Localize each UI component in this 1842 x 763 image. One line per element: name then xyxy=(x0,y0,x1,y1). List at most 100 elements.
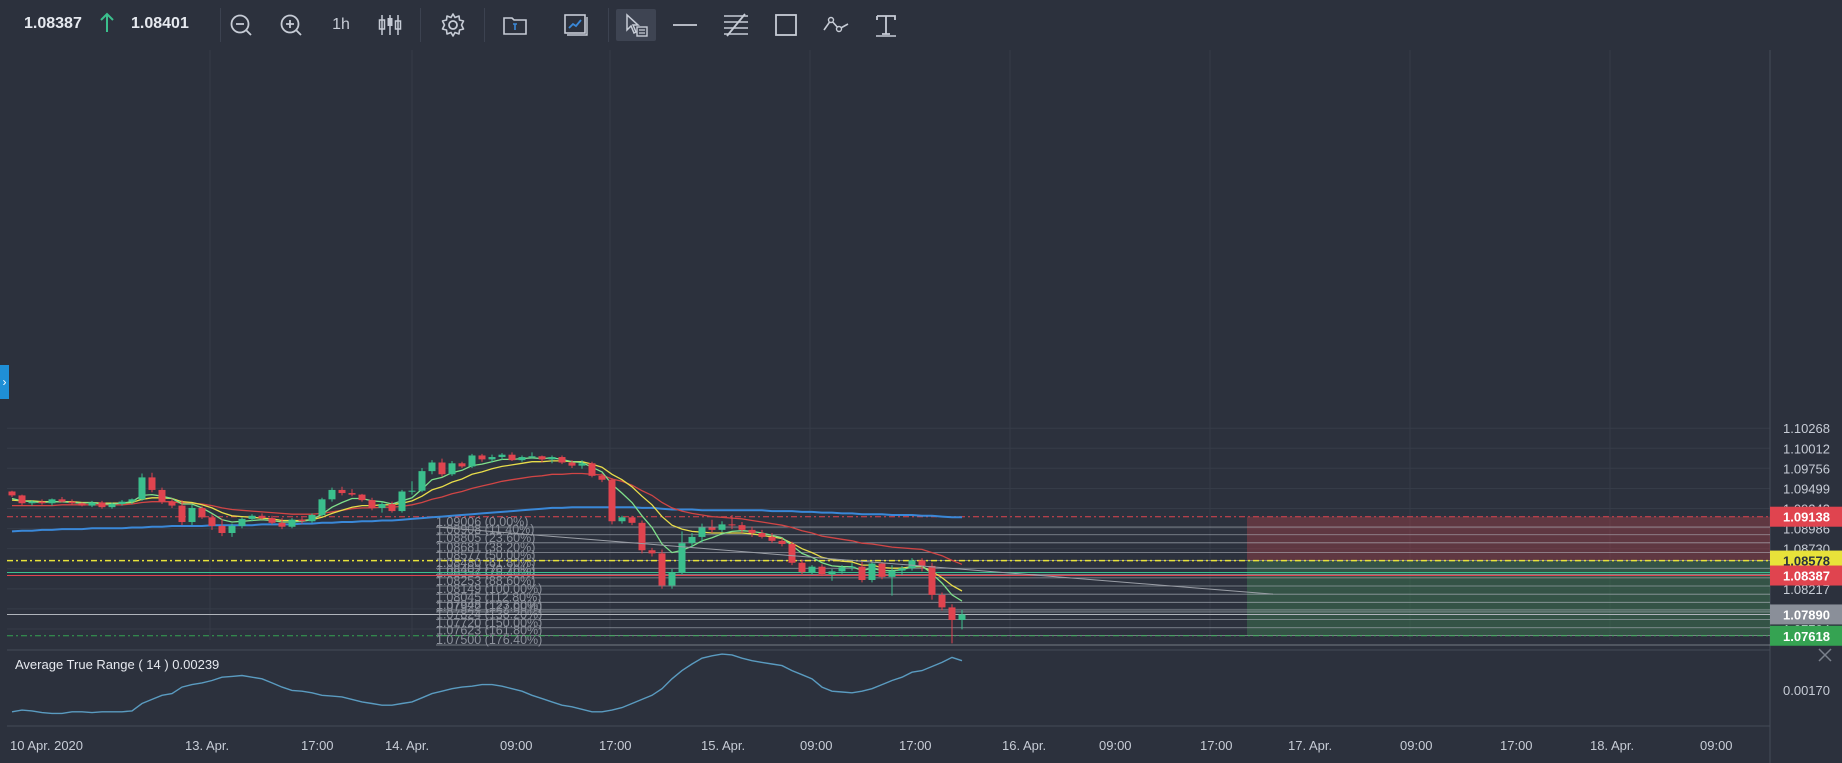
candle-body xyxy=(858,566,866,580)
candle-body xyxy=(628,517,636,523)
candle-body xyxy=(288,519,296,527)
price-badge xyxy=(1770,506,1842,527)
time-axis-label: 09:00 xyxy=(1400,738,1433,753)
position-zones xyxy=(1247,516,1770,636)
candle-body xyxy=(578,463,586,466)
text-tool-button[interactable] xyxy=(870,9,902,41)
time-axis-label: 09:00 xyxy=(800,738,833,753)
candle-body xyxy=(728,524,736,526)
candle-body xyxy=(928,565,936,595)
candle-body xyxy=(88,502,96,506)
price-axis-label: 1.10268 xyxy=(1783,421,1830,436)
price-badge-label: 1.08387 xyxy=(1783,569,1830,584)
settings-button[interactable] xyxy=(437,9,469,41)
candle-body xyxy=(418,471,426,491)
rectangle-tool-button[interactable] xyxy=(770,9,802,41)
toolbar-separator xyxy=(484,8,485,42)
candle-body xyxy=(618,517,626,522)
candle-body xyxy=(738,525,746,530)
candle-body xyxy=(528,456,536,458)
templates-button[interactable] xyxy=(499,9,531,41)
candles xyxy=(8,452,966,644)
time-axis-label: 17:00 xyxy=(899,738,932,753)
candle-body xyxy=(108,504,116,508)
candle-body xyxy=(488,457,496,460)
candle-body xyxy=(28,501,36,504)
candle-body xyxy=(498,454,506,458)
price-chart[interactable]: 1.09006 (0.00%)1.08908 (11.40%)1.08805 (… xyxy=(0,50,1842,763)
candle-body xyxy=(778,540,786,544)
candle-body xyxy=(398,491,406,512)
price-badge xyxy=(1770,565,1842,586)
candle-body xyxy=(668,572,676,586)
chart-type-button[interactable] xyxy=(374,9,406,41)
fib-level-label: 1.08045 (112.80%) xyxy=(436,590,541,604)
candle-body xyxy=(568,462,576,466)
candle-body xyxy=(358,494,366,501)
candle-body xyxy=(238,518,246,526)
zoom-out-button[interactable] xyxy=(225,9,257,41)
candle-body xyxy=(208,517,216,526)
candle-body xyxy=(648,550,656,554)
time-axis-label: 10 Apr. 2020 xyxy=(10,738,83,753)
time-axis-label: 17:00 xyxy=(301,738,334,753)
horizontal-line-tool-button[interactable] xyxy=(669,9,701,41)
zoom-in-button[interactable] xyxy=(275,9,307,41)
fibonacci-tool-button[interactable] xyxy=(720,9,752,41)
candle-body xyxy=(698,527,706,537)
price-axis-label: 1.09499 xyxy=(1783,481,1830,496)
candle-body xyxy=(458,463,466,467)
rectangle-icon xyxy=(775,14,797,36)
candle-body xyxy=(868,563,876,580)
cursor-tool-button[interactable] xyxy=(616,9,656,41)
fib-level-label: 1.07922 (127.00%) xyxy=(436,600,542,614)
candle-body xyxy=(68,501,76,504)
price-badge xyxy=(1770,604,1842,625)
folder-icon xyxy=(503,17,527,35)
price-badge xyxy=(1770,625,1842,646)
candle-body xyxy=(638,522,646,551)
time-axis-label: 17:00 xyxy=(1500,738,1533,753)
candle-body xyxy=(18,495,26,504)
time-axis-label: 17:00 xyxy=(1200,738,1233,753)
time-axis-label: 16. Apr. xyxy=(1002,738,1046,753)
price-badge-label: 1.08578 xyxy=(1783,554,1830,569)
text-icon xyxy=(876,15,896,37)
stop-loss-zone xyxy=(1247,516,1770,561)
candle-body xyxy=(408,490,416,492)
candle-body xyxy=(318,499,326,515)
candle-body xyxy=(958,614,966,620)
candle-body xyxy=(748,529,756,534)
gear-icon xyxy=(441,13,465,37)
ma-green-line xyxy=(11,457,963,602)
snapshot-button[interactable] xyxy=(559,9,591,41)
time-axis-label: 15. Apr. xyxy=(701,738,745,753)
fib-level-label: 1.07623 (161.80%) xyxy=(436,623,542,637)
candle-body xyxy=(348,493,356,495)
candle-body xyxy=(888,570,896,577)
candle-body xyxy=(608,479,616,522)
toolbar-separator xyxy=(608,8,609,42)
price-badge-label: 1.09138 xyxy=(1783,510,1830,525)
time-axis[interactable]: 10 Apr. 2020 13. Apr. 17:00 14. Apr. 09:00 17… xyxy=(10,738,1733,753)
candle-body xyxy=(298,519,306,522)
chevron-right-icon: › xyxy=(2,375,7,389)
candle-body xyxy=(48,499,56,504)
candle-body xyxy=(118,501,126,505)
candle-body xyxy=(848,566,856,568)
close-icon[interactable] xyxy=(1818,648,1832,662)
bid-price: 1.08387 xyxy=(24,15,82,32)
horizontal-line-icon xyxy=(673,24,697,26)
time-axis-label: 09:00 xyxy=(1099,738,1132,753)
candle-body xyxy=(718,524,726,530)
trend-line[interactable] xyxy=(435,526,1274,595)
candle-body xyxy=(438,462,446,475)
candle-body xyxy=(178,505,186,523)
sidebar-expand-handle[interactable]: › xyxy=(0,365,9,399)
candle-body xyxy=(78,503,86,506)
candle-body xyxy=(808,566,816,573)
path-tool-button[interactable] xyxy=(820,9,852,41)
candle-body xyxy=(898,568,906,571)
timeframe-button[interactable]: 1h xyxy=(325,9,357,41)
candle-body xyxy=(228,525,236,534)
